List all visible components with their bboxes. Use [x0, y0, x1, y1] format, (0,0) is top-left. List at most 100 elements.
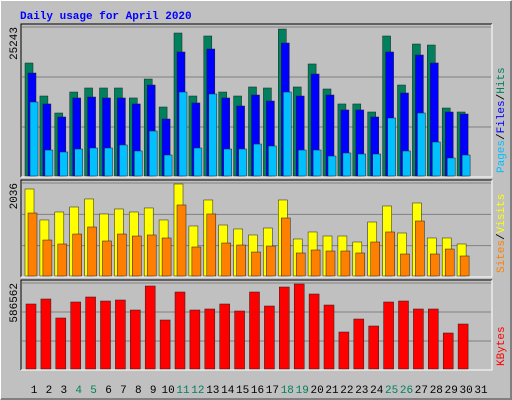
bar — [159, 319, 171, 370]
bar — [29, 101, 39, 177]
x-tick-label: 31 — [474, 385, 488, 397]
bar — [312, 149, 322, 177]
bar — [70, 301, 81, 370]
bar — [355, 252, 366, 277]
bar — [102, 240, 112, 277]
bar — [281, 217, 291, 277]
bar — [249, 291, 260, 370]
bar — [59, 151, 69, 177]
bar — [340, 250, 351, 277]
bar — [415, 220, 425, 277]
x-tick-label: 18 — [281, 385, 294, 397]
bar — [385, 231, 395, 277]
bar — [387, 117, 396, 177]
x-tick-label: 10 — [161, 385, 174, 397]
bar — [430, 253, 440, 277]
x-tick-label: 8 — [135, 385, 142, 397]
x-tick-label: 20 — [310, 385, 323, 397]
bar — [148, 130, 158, 177]
legend-entry: Visits — [496, 194, 508, 234]
bar — [417, 112, 426, 177]
bar — [117, 233, 127, 277]
bar — [459, 255, 470, 277]
bar — [87, 226, 97, 277]
x-tick-label: 5 — [90, 385, 97, 397]
x-tick-label: 7 — [120, 385, 127, 397]
panel-border — [20, 279, 492, 370]
bar — [44, 149, 54, 177]
legend-entry: Files — [496, 100, 508, 133]
legend-entry: Hits — [496, 67, 508, 93]
bar — [353, 318, 365, 370]
x-tick-label: 21 — [325, 385, 339, 397]
bar — [163, 154, 173, 177]
x-tick-label: 19 — [296, 385, 309, 397]
bar — [400, 253, 410, 277]
bar — [327, 155, 337, 177]
bar — [25, 303, 37, 370]
x-tick-label: 26 — [400, 385, 413, 397]
bar — [266, 245, 276, 277]
bar — [370, 241, 380, 277]
panel-border — [20, 179, 492, 277]
bar — [310, 249, 321, 277]
bar — [268, 145, 277, 177]
panel-border — [21, 280, 493, 371]
bar — [161, 237, 172, 277]
bar — [132, 235, 142, 277]
panel-border — [21, 24, 493, 178]
x-tick-label: 14 — [221, 385, 235, 397]
bar — [432, 141, 441, 177]
x-tick-label: 29 — [445, 385, 458, 397]
x-tick-label: 30 — [459, 385, 472, 397]
bar — [295, 252, 306, 277]
y-tick-label: 25243 — [9, 27, 21, 60]
bar — [223, 148, 232, 177]
bar — [134, 150, 143, 177]
bar — [146, 234, 157, 277]
y-tick-label: 586562 — [9, 283, 21, 323]
bar — [100, 300, 111, 370]
x-tick-label: 1 — [31, 385, 38, 397]
legend: KBytes — [496, 326, 508, 366]
bar — [428, 308, 439, 370]
bar — [219, 303, 230, 370]
x-tick-label: 4 — [75, 385, 82, 397]
x-tick-label: 3 — [60, 385, 67, 397]
y-tick-label: 2036 — [9, 183, 21, 209]
bar — [119, 144, 128, 177]
bar — [85, 296, 96, 370]
bar — [115, 299, 126, 370]
legend-separator: / — [496, 94, 508, 101]
x-tick-label: 27 — [415, 385, 428, 397]
x-tick-label: 22 — [340, 385, 353, 397]
bar — [457, 323, 469, 370]
bar — [253, 143, 262, 177]
bar — [130, 309, 141, 370]
x-tick-label: 11 — [176, 385, 190, 397]
bar — [57, 243, 68, 277]
bar — [238, 148, 247, 177]
bar — [144, 285, 156, 370]
legend: Pages/Files/Hits — [496, 67, 508, 173]
bar — [444, 248, 455, 277]
bar — [42, 239, 53, 277]
bar — [264, 305, 275, 370]
x-tick-label: 2 — [46, 385, 53, 397]
bar — [208, 93, 218, 177]
bar — [206, 213, 217, 277]
bar — [413, 308, 424, 370]
bar — [104, 147, 113, 177]
legend-separator: / — [496, 133, 508, 140]
bar — [189, 309, 201, 370]
bar — [72, 233, 82, 277]
bar — [221, 242, 231, 277]
x-tick-label: 15 — [236, 385, 249, 397]
bar — [325, 250, 336, 277]
bar — [442, 332, 454, 370]
bar — [236, 244, 246, 277]
bar — [74, 148, 83, 177]
bar — [279, 286, 290, 370]
